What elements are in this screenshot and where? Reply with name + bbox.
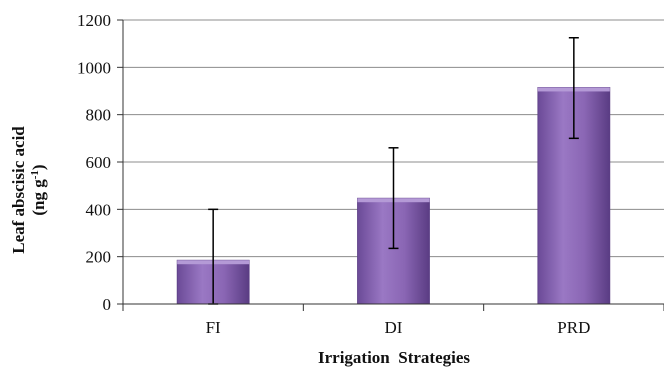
y-axis-unit-close: ) [29,164,48,170]
y-axis-unit: (ng g [29,179,48,216]
y-axis-title-line1: Leaf abscisic acid [9,126,28,254]
y-tick-label: 600 [86,153,112,172]
y-axis-title: Leaf abscisic acid (ng g-1) [9,126,48,254]
x-axis-title: Irrigation Strategies [318,348,470,367]
y-axis-unit-exponent: -1 [29,170,41,179]
x-tick-label: FI [206,318,221,337]
x-tick-label: DI [385,318,403,337]
x-tick-label: PRD [557,318,590,337]
y-tick-label: 400 [86,200,112,219]
axes: 0 200 400 600 800 1000 1200 FI DI PRD [77,11,664,337]
y-tick-label: 800 [86,106,112,125]
y-axis-title-line2: (ng g-1) [29,164,48,215]
y-tick-label: 1200 [77,11,111,30]
y-tick-label: 0 [103,295,112,314]
y-tick-label: 200 [86,248,112,267]
y-tick-label: 1000 [77,58,111,77]
